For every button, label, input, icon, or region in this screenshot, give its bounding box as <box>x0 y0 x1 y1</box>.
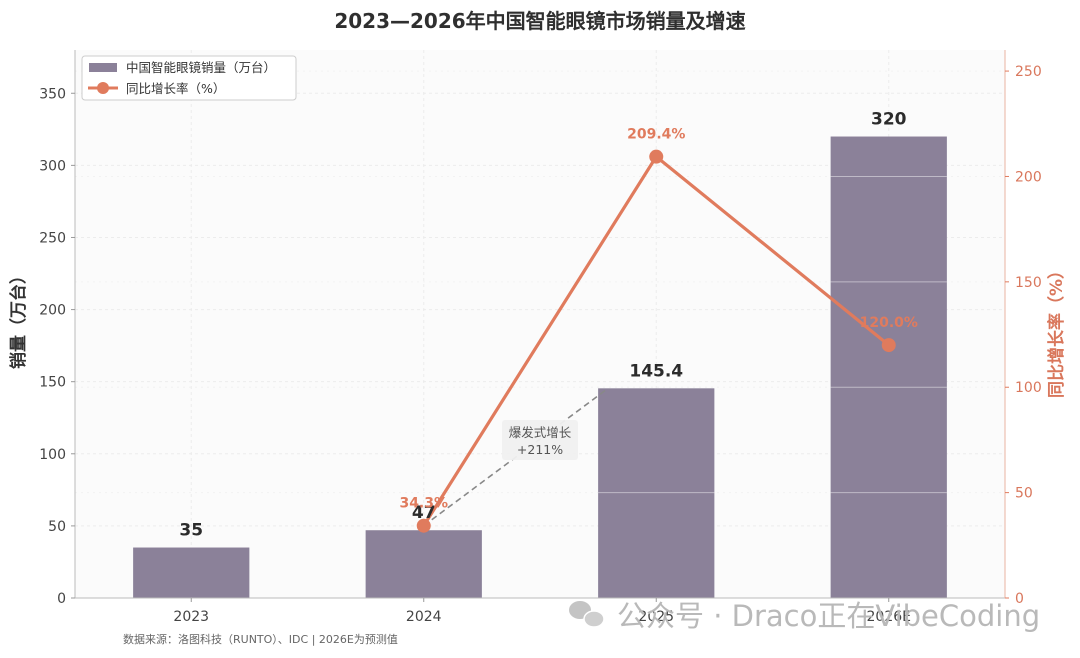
y-right-tick-label: 100 <box>1015 380 1042 396</box>
legend-bar-label: 中国智能眼镜销量（万台） <box>126 60 276 75</box>
legend-bar-swatch <box>89 63 117 72</box>
annotation-text: 爆发式增长 <box>509 425 572 440</box>
y-tick-label: 100 <box>39 447 66 463</box>
y-tick-label: 200 <box>39 303 66 319</box>
growth-value-label: 209.4% <box>627 127 685 143</box>
growth-point <box>416 518 431 533</box>
y-right-tick-label: 150 <box>1015 275 1042 291</box>
x-tick-label: 2025 <box>638 609 674 625</box>
x-tick-label: 2026E <box>867 609 911 625</box>
bar-value-label: 320 <box>871 110 907 130</box>
y-tick-label: 300 <box>39 158 66 174</box>
chart-title: 2023—2026年中国智能眼镜市场销量及增速 <box>334 9 745 33</box>
legend-line-marker <box>97 82 109 94</box>
bar <box>598 388 715 598</box>
annotation: 爆发式增长 +211% <box>423 387 609 527</box>
y-axis-label-right: 同比增长率（%） <box>1046 262 1067 398</box>
growth-value-label: 34.3% <box>399 496 448 512</box>
legend-box <box>81 55 297 101</box>
watermark-text: 公众号 · Draco正在VibeCoding <box>617 599 1040 633</box>
line-series <box>416 149 896 533</box>
bar-series <box>133 136 947 599</box>
y-tick-label: 350 <box>39 86 66 102</box>
bar <box>365 530 482 598</box>
axes: 0 50 100 150 200 250 300 350 0 50 100 150 200 250 2023… <box>39 50 1042 625</box>
annotation-box <box>502 420 578 460</box>
x-tick-label: 2024 <box>406 609 442 625</box>
bar <box>830 136 947 599</box>
legend: 中国智能眼镜销量（万台） 同比增长率（%） <box>81 55 297 101</box>
y-right-tick-label: 200 <box>1015 169 1042 185</box>
watermark: 公众号 · Draco正在VibeCoding <box>569 599 1040 633</box>
y-tick-label: 250 <box>39 230 66 246</box>
y-tick-label: 0 <box>57 591 66 607</box>
bar-value-label: 47 <box>412 503 436 523</box>
y-axis-label-left: 销量（万台） <box>8 267 29 369</box>
legend-line-label: 同比增长率（%） <box>126 81 225 96</box>
y-right-tick-label: 0 <box>1015 591 1024 607</box>
data-labels: 35 47 145.4 320 34.3% 209.4% 120.0% <box>179 110 917 541</box>
y-right-tick-label: 50 <box>1015 486 1033 502</box>
y-tick-label: 50 <box>48 519 66 535</box>
x-tick-label: 2023 <box>173 609 209 625</box>
wechat-icon <box>569 601 605 628</box>
growth-point <box>881 338 896 353</box>
annotation-text: +211% <box>517 442 563 457</box>
bar <box>133 547 250 598</box>
y-tick-label: 150 <box>39 375 66 391</box>
source-note: 数据来源：洛图科技（RUNTO）、IDC | 2026E为预测值 <box>123 632 398 646</box>
bar-value-label: 35 <box>179 521 203 541</box>
growth-point <box>649 149 664 164</box>
growth-value-label: 120.0% <box>860 315 918 331</box>
y-right-tick-label: 250 <box>1015 64 1042 80</box>
bar-value-label: 145.4 <box>629 361 683 381</box>
